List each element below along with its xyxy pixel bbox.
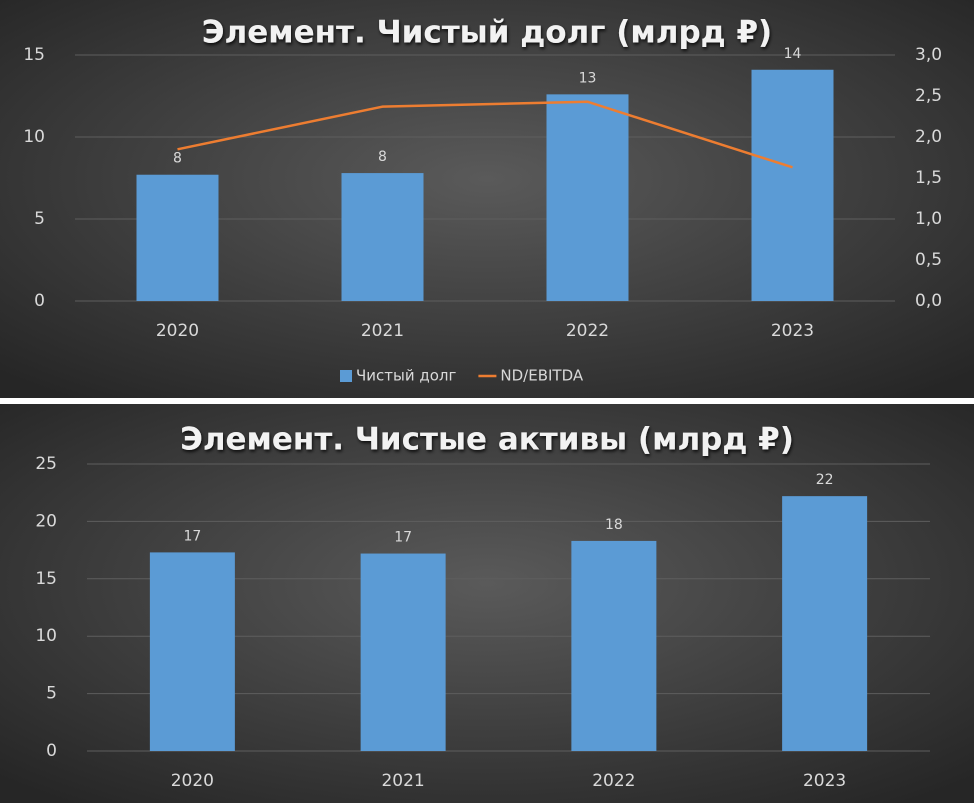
x-tick-label: 2021: [381, 771, 424, 791]
y2-tick-label: 1,0: [915, 209, 942, 229]
x-tick-label: 2022: [566, 321, 609, 341]
legend-label: Чистый долг: [356, 367, 457, 385]
chart-title: Элемент. Чистые активы (млрд ₽): [180, 422, 794, 458]
bar: [751, 69, 834, 301]
data-label: 8: [173, 151, 182, 167]
y-tick-label: 5: [46, 684, 57, 704]
bar: [136, 174, 219, 301]
bar: [360, 553, 446, 751]
x-tick-label: 2021: [361, 321, 404, 341]
bar: [782, 496, 868, 751]
bar: [149, 552, 235, 751]
line: [177, 100, 793, 169]
data-label: 14: [784, 46, 802, 62]
legend-label: ND/EBITDA: [500, 367, 583, 385]
bar: [571, 540, 657, 751]
y2-tick-label: 2,0: [915, 127, 942, 147]
x-tick-label: 2020: [171, 771, 214, 791]
bar: [546, 94, 629, 301]
x-tick-label: 2022: [592, 771, 635, 791]
y-tick-label: 0: [46, 741, 57, 761]
y-tick-label: 10: [35, 626, 57, 646]
y-tick-label: 10: [23, 127, 45, 147]
data-label: 22: [816, 472, 834, 488]
data-label: 18: [605, 517, 623, 533]
data-label: 13: [579, 70, 597, 86]
bar: [341, 173, 424, 301]
y2-tick-label: 3,0: [915, 45, 942, 65]
y-tick-label: 15: [35, 569, 57, 589]
x-tick-label: 2023: [771, 321, 814, 341]
x-tick-label: 2020: [156, 321, 199, 341]
y2-tick-label: 0,0: [915, 291, 942, 311]
y2-tick-label: 1,5: [915, 168, 942, 188]
data-label: 17: [183, 528, 201, 544]
y2-tick-label: 0,5: [915, 250, 942, 270]
y-tick-label: 25: [35, 454, 57, 474]
y2-tick-label: 2,5: [915, 86, 942, 106]
legend-swatch: [340, 370, 352, 382]
y-tick-label: 5: [34, 209, 45, 229]
data-label: 8: [378, 149, 387, 165]
y-tick-label: 0: [34, 291, 45, 311]
y-tick-label: 15: [23, 45, 45, 65]
data-label: 17: [394, 530, 412, 546]
chart-title: Элемент. Чистый долг (млрд ₽): [202, 15, 772, 51]
x-tick-label: 2023: [803, 771, 846, 791]
y-tick-label: 20: [35, 511, 57, 531]
